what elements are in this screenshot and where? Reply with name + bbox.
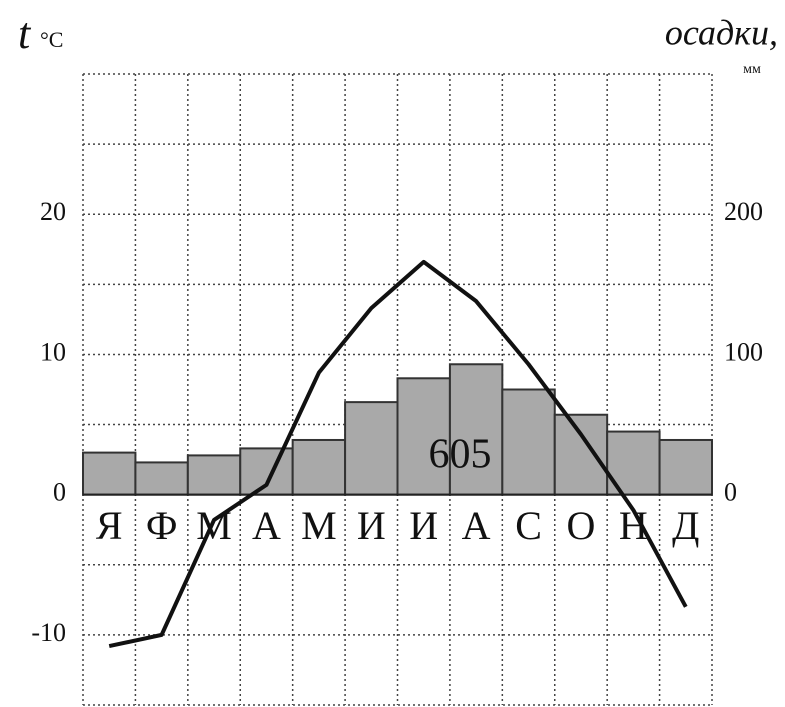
x-tick-label: Д: [672, 503, 699, 548]
y2-tick-label: 200: [724, 197, 763, 226]
x-tick-label: И: [357, 503, 386, 548]
precipitation-bar: [134, 461, 189, 496]
y-axis-unit: °C: [40, 27, 63, 52]
x-tick-label: А: [252, 503, 281, 548]
y-tick-label: 20: [40, 197, 66, 226]
y-tick-label: -10: [31, 618, 66, 647]
y2-tick-label: 0: [724, 478, 737, 507]
precipitation-bar: [553, 413, 609, 496]
precipitation-bar: [291, 438, 347, 496]
x-tick-label: М: [301, 503, 337, 548]
precipitation-bar: [82, 451, 137, 496]
y2-axis-label: осадки,: [665, 12, 778, 52]
y2-tick-label: 100: [724, 337, 763, 366]
precipitation-bar: [658, 438, 713, 496]
x-tick-label: А: [462, 503, 491, 548]
x-tick-label: Ф: [146, 503, 178, 548]
annotation: 605: [429, 432, 492, 478]
x-tick-label: С: [515, 503, 542, 548]
precipitation-bar: [239, 447, 294, 496]
precipitation-bar: [186, 454, 242, 496]
precipitation-bar: [344, 401, 399, 496]
y-tick-label: 10: [40, 337, 66, 366]
x-tick-label: Я: [96, 503, 123, 548]
x-tick-label: И: [409, 503, 438, 548]
y2-axis-unit: мм: [743, 62, 761, 77]
y-axis-label: t: [18, 9, 32, 58]
temperature-line: [108, 259, 688, 649]
x-tick-label: О: [567, 503, 596, 548]
precipitation-bar: [501, 388, 556, 496]
y-tick-label: 0: [53, 478, 66, 507]
